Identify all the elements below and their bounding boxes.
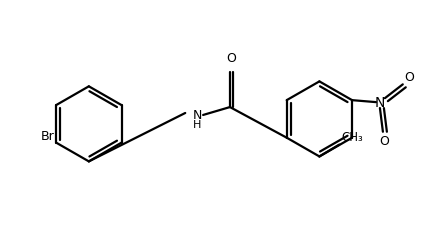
Text: N: N: [193, 109, 202, 122]
Text: O: O: [226, 51, 236, 64]
Text: O: O: [379, 135, 389, 148]
Text: CH₃: CH₃: [341, 130, 363, 143]
Text: H: H: [193, 119, 201, 129]
Text: N: N: [375, 96, 385, 110]
Text: Br: Br: [41, 129, 54, 142]
Text: O: O: [404, 71, 414, 83]
